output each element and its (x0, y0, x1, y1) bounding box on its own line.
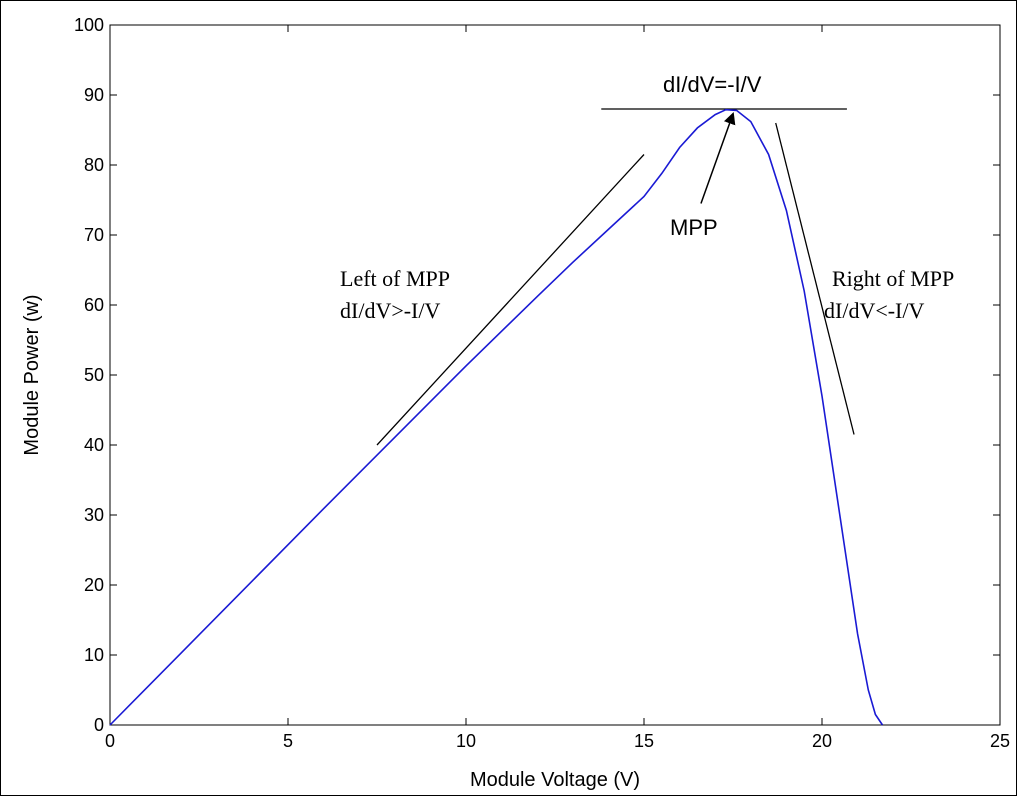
ticks: 0 5 10 15 20 25 0 10 20 30 40 50 60 70 80 90 100 (74, 15, 1010, 751)
tangent-line (775, 122, 855, 435)
left-of-mpp-label: Left of MPP (340, 266, 450, 291)
y-tick-label: 70 (84, 225, 104, 245)
y-tick-label: 10 (84, 645, 104, 665)
mpp-label: MPP (670, 215, 718, 240)
y-tick-label: 90 (84, 85, 104, 105)
x-tick-label: 5 (283, 731, 293, 751)
mpp-arrow (700, 112, 736, 204)
y-tick-label: 40 (84, 435, 104, 455)
x-tick-label: 0 (105, 731, 115, 751)
y-tick-label: 100 (74, 15, 104, 35)
right-of-mpp-label: Right of MPP (832, 266, 954, 291)
y-tick-label: 30 (84, 505, 104, 525)
x-tick-label: 20 (812, 731, 832, 751)
tangent-lines (376, 108, 855, 446)
y-tick-label: 60 (84, 295, 104, 315)
y-tick-label: 0 (94, 715, 104, 735)
mpp-formula-label: dI/dV=-I/V (663, 72, 762, 97)
power-curve (109, 108, 884, 726)
tangent-line (376, 154, 645, 446)
plot-area (109, 24, 1001, 726)
right-of-mpp-condition: dI/dV<-I/V (824, 298, 924, 323)
left-of-mpp-condition: dI/dV>-I/V (340, 298, 440, 323)
x-tick-label: 10 (456, 731, 476, 751)
x-tick-label: 15 (634, 731, 654, 751)
x-tick-label: 25 (990, 731, 1010, 751)
y-tick-label: 80 (84, 155, 104, 175)
y-tick-label: 50 (84, 365, 104, 385)
x-axis-label: Module Voltage (V) (470, 769, 640, 791)
y-tick-label: 20 (84, 575, 104, 595)
y-axis-label: Module Power (w) (21, 294, 43, 455)
